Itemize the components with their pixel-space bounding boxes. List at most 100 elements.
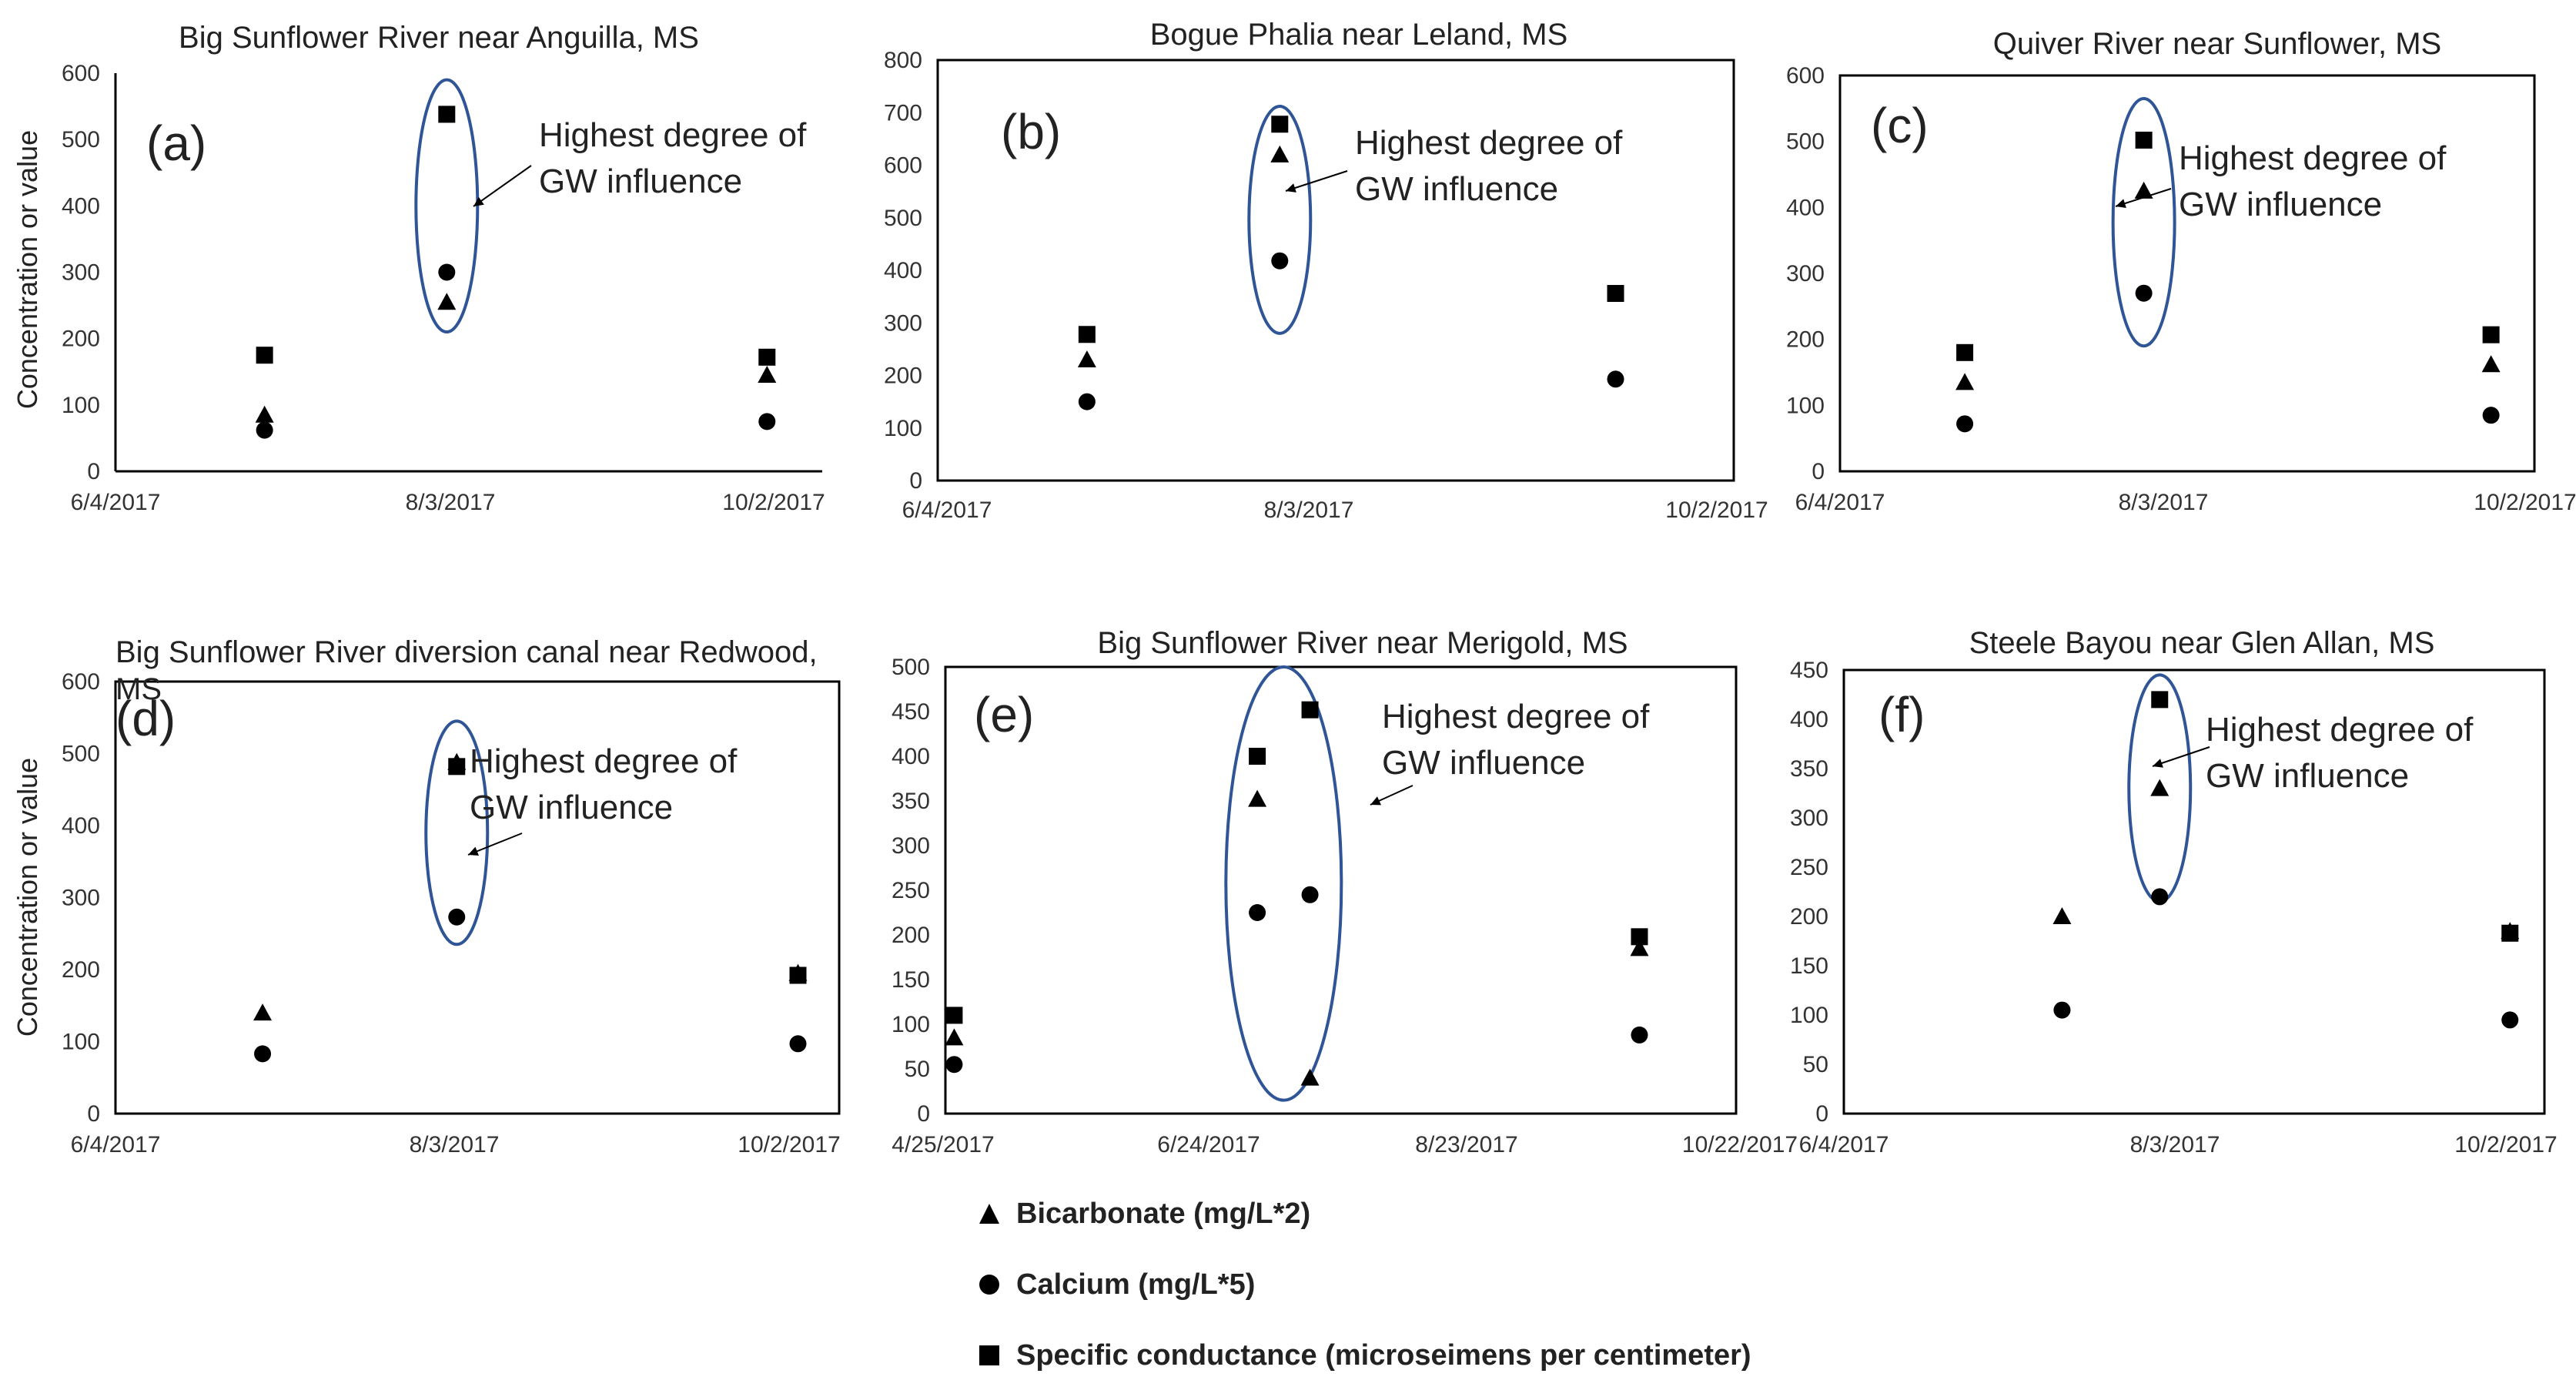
- arrowhead-icon: [2153, 759, 2163, 768]
- legend: Bicarbonate (mg/L*2) Calcium (mg/L*5) Sp…: [978, 1178, 1751, 1391]
- point-calcium: [254, 1045, 272, 1063]
- legend-label-bicarbonate: Bicarbonate (mg/L*2): [1016, 1197, 1311, 1230]
- x-tick-label: 10/22/2017: [1682, 1132, 1798, 1157]
- point-conductance: [2482, 326, 2500, 343]
- y-tick-label: 0: [917, 1101, 930, 1127]
- x-tick-label: 8/3/2017: [410, 1132, 500, 1157]
- x-tick-label: 6/24/2017: [1157, 1132, 1260, 1157]
- point-conductance: [1249, 748, 1266, 765]
- point-bicarbonate: [945, 1028, 964, 1046]
- point-conductance: [2501, 924, 2519, 942]
- point-calcium: [438, 263, 456, 281]
- point-bicarbonate: [1270, 145, 1290, 162]
- x-tick-label: 8/3/2017: [1264, 497, 1354, 523]
- annotation-arrow: [2152, 746, 2210, 767]
- arrowhead-icon: [1286, 183, 1296, 193]
- y-tick-label: 50: [1803, 1052, 1828, 1077]
- point-conductance: [1607, 285, 1624, 303]
- annotation-text: Highest degree of GW influence: [1382, 698, 1650, 782]
- y-tick-label: 600: [62, 61, 100, 86]
- point-conductance: [758, 348, 776, 366]
- point-conductance: [945, 1007, 963, 1024]
- y-tick-label: 300: [1786, 261, 1825, 286]
- plot-border: [114, 680, 841, 1115]
- arrowhead-icon: [468, 846, 479, 856]
- y-tick-label: 100: [884, 416, 922, 441]
- y-tick-label: 300: [884, 310, 922, 336]
- y-tick-label: 500: [62, 127, 100, 152]
- y-tick-label: 500: [1786, 129, 1825, 155]
- panel-title: Bogue Phalia near Leland, MS: [1150, 18, 1568, 52]
- x-tick-label: 8/3/2017: [2130, 1132, 2220, 1157]
- point-bicarbonate: [253, 1003, 273, 1021]
- point-bicarbonate: [2134, 181, 2153, 199]
- point-bicarbonate: [1248, 789, 1267, 807]
- y-tick-label: 0: [87, 459, 100, 484]
- annotation-arrow: [473, 165, 532, 207]
- point-calcium: [2053, 1001, 2071, 1019]
- y-tick-label: 500: [62, 742, 100, 767]
- panel-b: Bogue Phalia near Leland, MS (b) 0 100 200 30…: [884, 18, 1768, 523]
- point-calcium: [758, 413, 776, 430]
- panel-label: (f): [1878, 687, 1925, 742]
- point-calcium: [1249, 904, 1266, 921]
- highlight-ellipse: [2111, 96, 2176, 348]
- point-bicarbonate: [255, 405, 274, 423]
- y-tick-label: 600: [884, 153, 922, 179]
- x-tick-label: 10/2/2017: [2454, 1132, 2557, 1157]
- legend-item-conductance: Specific conductance (microseimens per c…: [978, 1320, 1751, 1391]
- x-tick-label: 10/2/2017: [1665, 497, 1768, 523]
- panel-label: (e): [974, 687, 1034, 742]
- y-tick-label: 300: [62, 260, 100, 286]
- panel-c: Quiver River near Sunflower, MS (c) 0 100 20…: [1786, 27, 2576, 515]
- annotation-text: Highest degree of GW influence: [470, 742, 738, 826]
- annotation-text: Highest degree of GW influence: [1355, 124, 1623, 208]
- highlight-ellipse: [1224, 665, 1343, 1102]
- y-tick-label: 500: [892, 655, 930, 680]
- y-tick-label: 0: [909, 468, 922, 494]
- y-tick-label: 250: [892, 878, 930, 903]
- y-tick-label: 150: [1790, 953, 1828, 979]
- x-tick-label: 6/4/2017: [1795, 490, 1885, 515]
- x-tick-label: 4/25/2017: [892, 1132, 994, 1157]
- y-tick-label: 100: [892, 1012, 930, 1037]
- point-conductance: [438, 106, 456, 123]
- panel-f: Steele Bayou near Glen Allan, MS (f) 0 50 10…: [1790, 626, 2558, 1157]
- y-tick-label: 200: [1786, 327, 1825, 353]
- y-tick-label: 350: [892, 789, 930, 814]
- panel-title: Steele Bayou near Glen Allan, MS: [1969, 626, 2435, 660]
- point-conductance: [1271, 116, 1289, 133]
- y-tick-label: 0: [1812, 459, 1825, 484]
- point-calcium: [1607, 370, 1624, 388]
- y-tick-label: 100: [62, 393, 100, 418]
- annotation-text: Highest degree of GW influence: [539, 116, 807, 200]
- point-bicarbonate: [1300, 1068, 1320, 1086]
- y-tick-label: 400: [1790, 707, 1828, 732]
- panel-label: (c): [1871, 98, 1929, 153]
- panel-label: (a): [146, 116, 206, 171]
- panel-title: Big Sunflower River near Anguilla, MS: [179, 21, 699, 55]
- x-tick-label: 6/4/2017: [902, 497, 992, 523]
- y-tick-label: 400: [892, 744, 930, 769]
- point-calcium: [1078, 393, 1096, 410]
- y-tick-label: 50: [905, 1057, 930, 1082]
- x-tick-label: 6/4/2017: [71, 1132, 161, 1157]
- point-conductance: [1956, 343, 1974, 361]
- point-calcium: [1956, 415, 1974, 433]
- legend-item-bicarbonate: Bicarbonate (mg/L*2): [978, 1178, 1751, 1249]
- y-tick-label: 200: [884, 363, 922, 389]
- highlight-ellipse: [414, 78, 480, 334]
- arrowhead-icon: [2116, 199, 2126, 208]
- y-tick-label: 0: [1815, 1101, 1828, 1127]
- plot-border: [1838, 74, 2536, 473]
- y-tick-label: 100: [62, 1030, 100, 1055]
- point-calcium: [789, 1035, 807, 1053]
- plot-border: [936, 59, 1735, 482]
- circle-icon: [979, 1275, 999, 1295]
- panel-e: Big Sunflower River near Merigold, MS (e)…: [892, 626, 1798, 1157]
- y-tick-label: 600: [62, 669, 100, 695]
- legend-label-conductance: Specific conductance (microseimens per c…: [1016, 1338, 1751, 1372]
- point-calcium: [945, 1056, 963, 1074]
